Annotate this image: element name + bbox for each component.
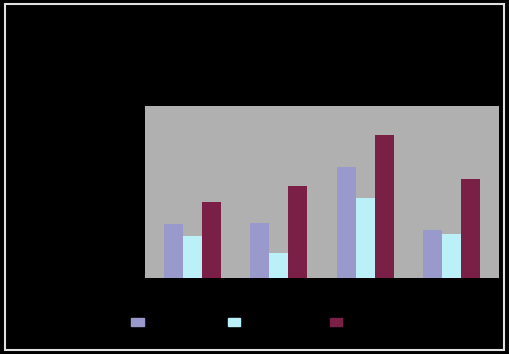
Bar <box>164 224 183 278</box>
Bar <box>269 253 288 278</box>
Bar <box>202 201 221 278</box>
Bar <box>250 223 269 278</box>
Bar <box>356 198 375 278</box>
Bar <box>183 236 202 278</box>
Bar <box>288 186 307 278</box>
Bar <box>442 234 461 278</box>
Bar <box>423 230 442 278</box>
Bar <box>375 135 393 278</box>
Bar <box>461 179 480 278</box>
Bar <box>336 167 356 278</box>
